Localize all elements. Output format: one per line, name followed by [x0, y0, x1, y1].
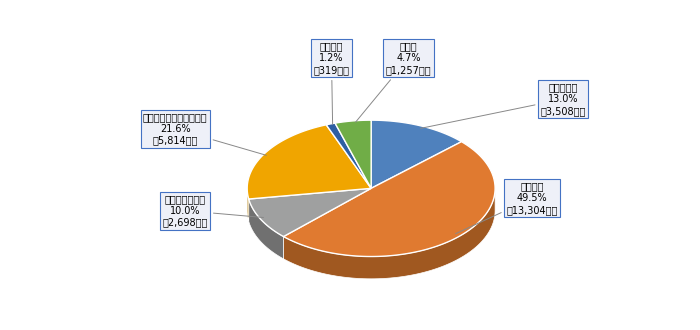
Polygon shape	[247, 189, 248, 221]
Text: 全日制高校在学
10.0%
（2,698人）: 全日制高校在学 10.0% （2,698人）	[162, 194, 263, 227]
Polygon shape	[284, 142, 495, 256]
Text: その他
4.7%
（1,257人）: その他 4.7% （1,257人）	[356, 42, 431, 122]
Polygon shape	[371, 120, 461, 188]
Polygon shape	[248, 199, 284, 259]
Polygon shape	[284, 188, 495, 279]
Polygon shape	[247, 125, 371, 199]
Text: 定時制・通信制高校在学
21.6%
（5,814人）: 定時制・通信制高校在学 21.6% （5,814人）	[143, 112, 267, 155]
Text: 中学校卒業
13.0%
（3,508人）: 中学校卒業 13.0% （3,508人）	[421, 82, 586, 128]
Polygon shape	[335, 120, 371, 188]
Polygon shape	[248, 188, 371, 237]
Text: 高専中退
1.2%
（319人）: 高専中退 1.2% （319人）	[314, 42, 349, 124]
Polygon shape	[326, 123, 371, 188]
Text: 高校中退
49.5%
（13,304人）: 高校中退 49.5% （13,304人）	[456, 182, 558, 234]
